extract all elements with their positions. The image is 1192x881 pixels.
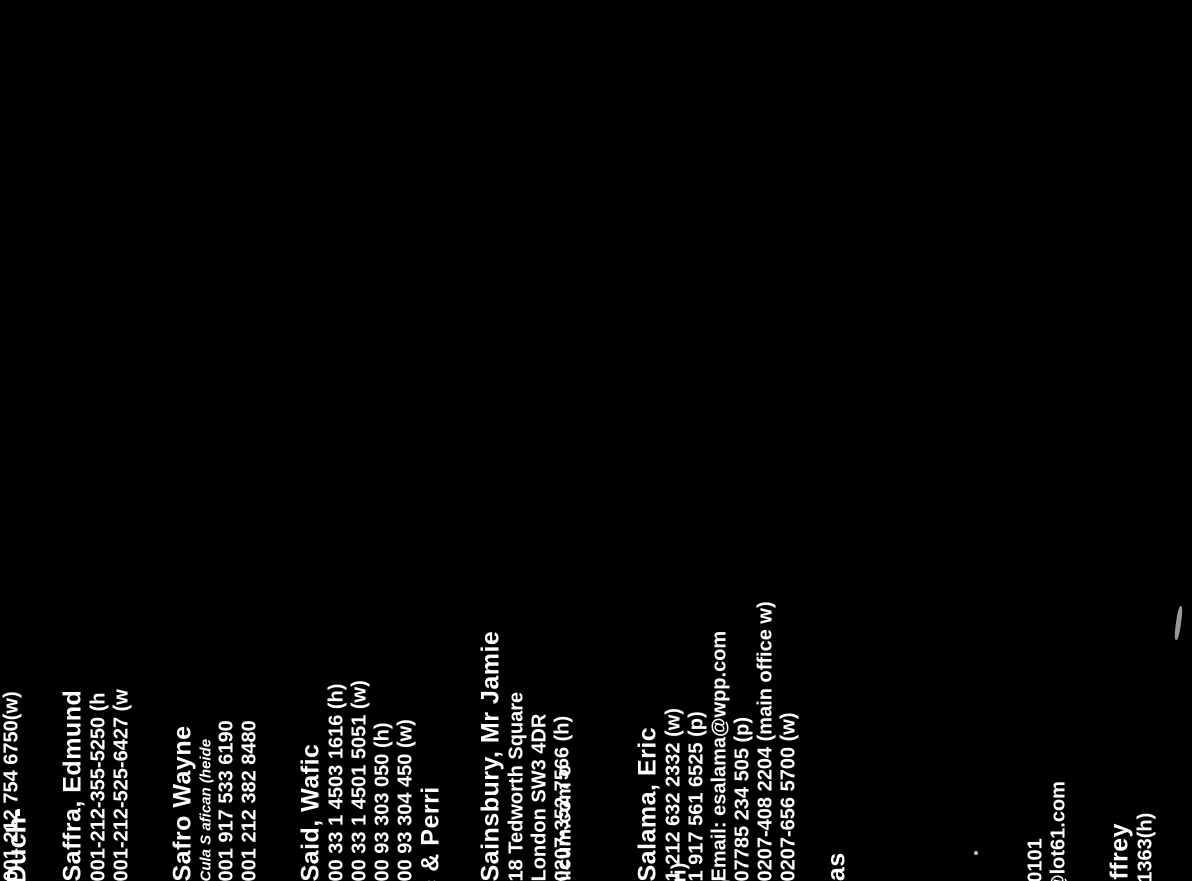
entry-line: Email: amy@lot61.com xyxy=(1047,551,1070,881)
entry-line: 00 93 303 050 (h) xyxy=(371,722,393,881)
entry-amy: Amy 001 917 518 0101 Email: amy@lot61.co… xyxy=(978,551,1070,881)
entry-line: 001-212-355-5250 (h xyxy=(87,691,109,881)
entry-mr-nicholas: Mr Nicholas all Gardens W7 207b (h) xyxy=(821,551,920,881)
entry-line: all Gardens xyxy=(851,551,874,881)
entry-line: 001 212 750 1363(h) xyxy=(1134,551,1157,881)
entry-line: Email: esalama@wpp.com xyxy=(708,630,730,881)
entry-name: Saffra, Edmund xyxy=(58,689,86,881)
entry-line: 001 212 382 8480 xyxy=(238,719,260,881)
entry-line: 18 Tedworth Square xyxy=(505,691,527,881)
entry-line: 1 212 632 2332 (w) xyxy=(662,707,684,881)
entry-line: 001 212 754 6750(w) xyxy=(0,690,22,881)
entry-safro-wayne: Safro Wayne Cula S afican (heide 001 917… xyxy=(167,541,261,881)
entry-line: 0207-352 7566 (h) xyxy=(551,715,573,881)
entry-line: 0207-656 5700 (w) xyxy=(777,711,799,881)
entry-name: Sachs, Jeffrey xyxy=(1104,551,1134,881)
entry-said-wafic: Said, Wafic 00 33 1 4503 1616 (h) 00 33 … xyxy=(295,541,417,881)
entry-line: 00 33 1 4501 5051 (w) xyxy=(348,679,370,881)
entry-name: Amy xyxy=(978,551,1008,881)
entry-name: Said, Wafic xyxy=(296,743,324,881)
entry-line: 00 33 1 4503 1616 (h) xyxy=(325,683,347,881)
entry-sachs-jeffrey: Sachs, Jeffrey 001 212 750 1363(h) xyxy=(1104,551,1157,881)
entry-name: Safro Wayne xyxy=(168,724,196,881)
entry-line: W7 xyxy=(874,551,897,881)
entry-name: Mr Nicholas xyxy=(821,551,851,881)
entry-name: Sainsbury, Mr Jamie xyxy=(476,630,504,881)
entry-line: 0207-408 2204 (main office w) xyxy=(754,600,776,881)
entry-line: 1 917 561 6525 (p) xyxy=(685,710,707,881)
entry-line: 07785 234 505 (p) xyxy=(731,716,753,881)
entry-line: 001 917 533 6190 xyxy=(215,719,237,881)
address-column-right: 001 212 754 6750(w) Saffra, Edmund 001-2… xyxy=(0,541,800,881)
entry-line: 00 93 304 450 (w) xyxy=(394,718,416,881)
entry-line: 001-212-525-6427 (w xyxy=(110,688,132,881)
entry-salama-eric: Salama, Eric 1 212 632 2332 (w) 1 917 56… xyxy=(632,541,800,881)
entry-line: London SW3 4DR xyxy=(528,713,550,881)
entry-line: 207b (h) xyxy=(897,551,920,881)
entry-saffra-edmund: Saffra, Edmund 001-212-355-5250 (h 001-2… xyxy=(57,541,133,881)
entry-trailing-number: 001 212 754 6750(w) xyxy=(0,541,23,881)
entry-subtitle: Cula S afican (heide xyxy=(197,738,214,881)
entry-name: Salama, Eric xyxy=(633,726,661,881)
entry-line: 001 917 518 0101 xyxy=(1024,551,1047,881)
entry-sainsbury-mr-jamie: Sainsbury, Mr Jamie 18 Tedworth Square L… xyxy=(475,541,574,881)
scan-speck xyxy=(974,851,978,855)
